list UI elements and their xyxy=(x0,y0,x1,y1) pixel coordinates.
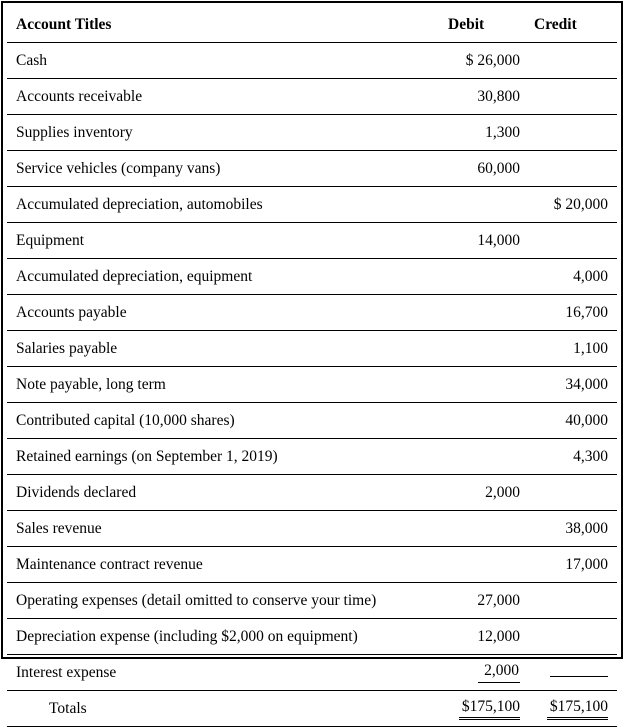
account-title: Accounts receivable xyxy=(7,78,443,115)
account-title: Cash xyxy=(7,42,443,79)
table-row: Accounts payable 16,700 xyxy=(7,294,617,331)
credit-value xyxy=(529,78,617,115)
account-title: Equipment xyxy=(7,222,443,259)
debit-value: 1,300 xyxy=(443,114,529,151)
debit-value: 27,000 xyxy=(443,582,529,619)
debit-value xyxy=(443,438,529,475)
account-title: Sales revenue xyxy=(7,510,443,547)
debit-value: 12,000 xyxy=(443,618,529,655)
account-title: Accounts payable xyxy=(7,294,443,331)
credit-value xyxy=(529,42,617,79)
credit-value: 40,000 xyxy=(529,402,617,439)
debit-total-cell: $175,100 xyxy=(443,690,529,727)
credit-value xyxy=(529,474,617,511)
col-header-debit: Debit xyxy=(443,7,529,43)
col-header-credit: Credit xyxy=(529,7,617,43)
debit-amount-underlined: 2,000 xyxy=(478,662,520,683)
table-row: Dividends declared 2,000 xyxy=(7,474,617,511)
debit-value xyxy=(443,330,529,367)
table-row: Accumulated depreciation, automobiles $ … xyxy=(7,186,617,223)
credit-value xyxy=(529,222,617,259)
debit-value xyxy=(443,186,529,223)
table-row: Salaries payable 1,100 xyxy=(7,330,617,367)
account-title: Note payable, long term xyxy=(7,366,443,403)
totals-row: Totals $175,100 $175,100 xyxy=(7,690,617,727)
credit-value: 16,700 xyxy=(529,294,617,331)
account-title: Maintenance contract revenue xyxy=(7,546,443,583)
account-title: Salaries payable xyxy=(7,330,443,367)
table-row: Contributed capital (10,000 shares) 40,0… xyxy=(7,402,617,439)
credit-value: 1,100 xyxy=(529,330,617,367)
credit-value xyxy=(529,582,617,619)
table-row: Supplies inventory 1,300 xyxy=(7,114,617,151)
trial-balance-table: Account Titles Debit Credit Cash $ 26,00… xyxy=(7,7,617,727)
credit-value: 17,000 xyxy=(529,546,617,583)
credit-total: $175,100 xyxy=(546,698,608,720)
debit-value xyxy=(443,258,529,295)
debit-total: $175,100 xyxy=(458,698,520,720)
account-title: Accumulated depreciation, automobiles xyxy=(7,186,443,223)
table-row: Note payable, long term 34,000 xyxy=(7,366,617,403)
table-row: Accumulated depreciation, equipment 4,00… xyxy=(7,258,617,295)
credit-value xyxy=(529,150,617,187)
account-title: Retained earnings (on September 1, 2019) xyxy=(7,438,443,475)
credit-value: 4,300 xyxy=(529,438,617,475)
credit-value: 38,000 xyxy=(529,510,617,547)
table-row: Equipment 14,000 xyxy=(7,222,617,259)
table-row: Accounts receivable 30,800 xyxy=(7,78,617,115)
table-row: Service vehicles (company vans) 60,000 xyxy=(7,150,617,187)
credit-value xyxy=(529,114,617,151)
debit-value xyxy=(443,294,529,331)
account-title: Accumulated depreciation, equipment xyxy=(7,258,443,295)
table-row: Maintenance contract revenue 17,000 xyxy=(7,546,617,583)
credit-total-cell: $175,100 xyxy=(529,690,617,727)
account-title: Contributed capital (10,000 shares) xyxy=(7,402,443,439)
account-title: Service vehicles (company vans) xyxy=(7,150,443,187)
credit-rule-line xyxy=(550,664,608,677)
account-title: Supplies inventory xyxy=(7,114,443,151)
credit-value xyxy=(529,618,617,655)
account-title: Dividends declared xyxy=(7,474,443,511)
account-title: Depreciation expense (including $2,000 o… xyxy=(7,618,443,655)
account-title: Operating expenses (detail omitted to co… xyxy=(7,582,443,619)
col-header-account-titles: Account Titles xyxy=(7,7,443,43)
table-row: Retained earnings (on September 1, 2019)… xyxy=(7,438,617,475)
debit-value xyxy=(443,510,529,547)
credit-value: 4,000 xyxy=(529,258,617,295)
debit-value: 30,800 xyxy=(443,78,529,115)
debit-value: 2,000 xyxy=(443,474,529,511)
debit-value xyxy=(443,546,529,583)
debit-value: $ 26,000 xyxy=(443,42,529,79)
table-row: Operating expenses (detail omitted to co… xyxy=(7,582,617,619)
table-row: Sales revenue 38,000 xyxy=(7,510,617,547)
header-row: Account Titles Debit Credit xyxy=(7,7,617,43)
totals-label: Totals xyxy=(7,690,443,727)
debit-value: 14,000 xyxy=(443,222,529,259)
debit-value xyxy=(443,366,529,403)
table-row: Depreciation expense (including $2,000 o… xyxy=(7,618,617,655)
credit-value: $ 20,000 xyxy=(529,186,617,223)
debit-value: 60,000 xyxy=(443,150,529,187)
debit-value xyxy=(443,402,529,439)
table-row: Cash $ 26,000 xyxy=(7,42,617,79)
credit-value: 34,000 xyxy=(529,366,617,403)
